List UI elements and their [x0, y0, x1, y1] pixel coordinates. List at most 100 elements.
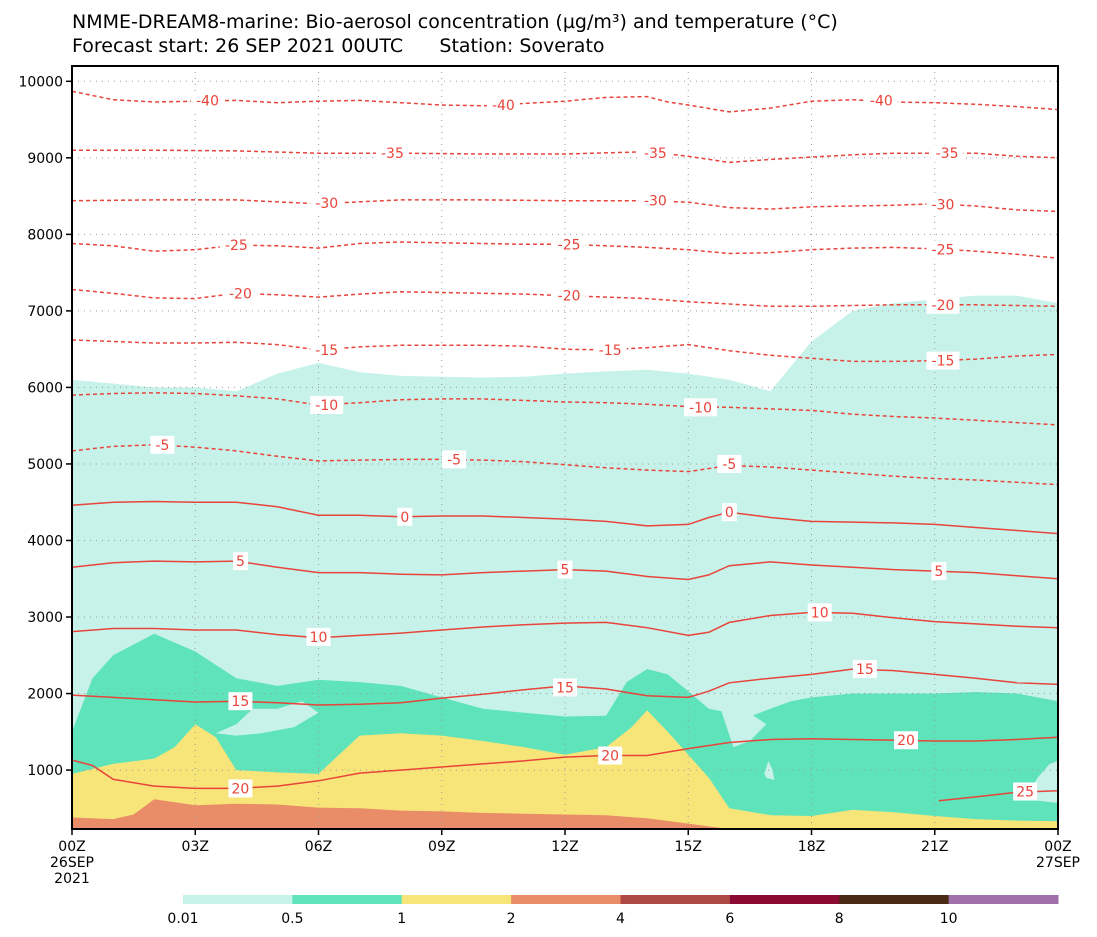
- contour-label-box: [150, 435, 175, 454]
- contour-label-box: [684, 398, 718, 417]
- contour-label: -20: [558, 289, 581, 305]
- chart-subtitle: Forecast start: 26 SEP 2021 00UTC Statio…: [72, 35, 605, 57]
- contour-label: -30: [644, 194, 667, 210]
- contour-label: -30: [932, 198, 955, 214]
- colorbar-label: 0.5: [281, 911, 303, 927]
- colorbar-label: 0.01: [167, 911, 198, 927]
- contour-label-box: [926, 195, 960, 214]
- contour-label: -15: [932, 354, 955, 370]
- x-tick-label: 15Z: [675, 839, 702, 855]
- colorbar-swatch: [839, 895, 950, 904]
- x-tick-label: 21Z: [921, 839, 948, 855]
- contour-label: -25: [225, 238, 248, 254]
- contour-label-box: [721, 503, 737, 522]
- y-tick-label: 10000: [18, 74, 63, 90]
- contour-label: 20: [232, 781, 250, 797]
- contour-label: 25: [1016, 785, 1034, 801]
- colorbar-swatch: [729, 895, 840, 904]
- contour-label-box: [397, 507, 413, 526]
- contour-label: -35: [936, 146, 959, 162]
- contour-label-box: [223, 284, 257, 303]
- contour-label-box: [1013, 782, 1038, 801]
- x-tick-label: 06Z: [305, 839, 332, 855]
- contour-label: -25: [932, 243, 955, 259]
- contour-label-box: [864, 91, 898, 110]
- contour-label: -40: [492, 98, 515, 114]
- contour-label: 20: [897, 733, 915, 749]
- colorbar-label: 8: [835, 911, 844, 927]
- chart-title: NMME-DREAM8-marine: Bio-aerosol concentr…: [72, 11, 838, 33]
- contour-label: -5: [722, 457, 736, 473]
- temperature-contour--30: [72, 199, 1058, 213]
- colorbar-label: 4: [616, 911, 625, 927]
- colorbar-label: 2: [507, 911, 516, 927]
- temperature-contour--5: [72, 444, 1058, 486]
- contour-label-box: [638, 144, 672, 163]
- y-tick-label: 5000: [27, 457, 63, 473]
- contour-label: 15: [232, 694, 250, 710]
- colorbar-label: 10: [940, 911, 958, 927]
- contour-label: -40: [870, 93, 893, 109]
- colorbar-swatch: [401, 895, 512, 904]
- colorbar-swatch: [620, 895, 731, 904]
- temperature-contour--15: [72, 339, 1058, 363]
- contour-label-box: [375, 144, 409, 163]
- contour-label-box: [593, 340, 627, 359]
- x-tick-label: 03Z: [182, 839, 209, 855]
- temperature-contour-20: [72, 736, 1058, 790]
- x-tick-date: 2021: [54, 871, 90, 887]
- contour-label-box: [852, 660, 877, 679]
- contour-label-box: [232, 552, 248, 571]
- x-tick-date: 26SEP: [50, 855, 94, 871]
- contour-label: -20: [932, 298, 955, 314]
- contour-label-box: [191, 91, 225, 110]
- y-tick-label: 6000: [27, 380, 63, 396]
- contour-label: -40: [196, 93, 219, 109]
- contour-label-box: [598, 746, 623, 765]
- contour-label: 20: [601, 749, 619, 765]
- contour-label: -10: [689, 400, 712, 416]
- contour-label-box: [552, 286, 586, 305]
- contour-label: -20: [229, 286, 252, 302]
- concentration-patch-0: [215, 701, 319, 736]
- contour-label: 15: [856, 662, 874, 678]
- y-tick-label: 3000: [27, 610, 63, 626]
- contour-label: -5: [155, 438, 169, 454]
- contour-label: 5: [236, 554, 245, 570]
- contour-label: -35: [644, 146, 667, 162]
- y-tick-label: 8000: [27, 227, 63, 243]
- contour-label-box: [442, 450, 467, 469]
- contour-label: 5: [934, 564, 943, 580]
- y-tick-label: 9000: [27, 151, 63, 167]
- colorbar-label: 6: [725, 911, 734, 927]
- y-tick-label: 1000: [27, 763, 63, 779]
- temperature-contour--40: [72, 90, 1058, 113]
- contour-label: 15: [556, 680, 574, 696]
- y-tick-label: 2000: [27, 687, 63, 703]
- contour-label: 10: [310, 630, 328, 646]
- x-tick-label: 09Z: [428, 839, 455, 855]
- contour-label-box: [486, 96, 520, 115]
- contour-label: -10: [315, 398, 338, 414]
- contour-label: -30: [315, 196, 338, 212]
- temperature-contour--10: [72, 392, 1058, 426]
- contour-label: -5: [447, 452, 461, 468]
- contour-label-box: [926, 240, 960, 259]
- contour-label-box: [552, 235, 586, 254]
- contour-label-box: [310, 193, 344, 212]
- contour-label-box: [228, 779, 253, 798]
- contour-label-box: [807, 603, 832, 622]
- contour-label-box: [306, 627, 331, 646]
- concentration-patch-3: [764, 760, 775, 780]
- contour-label-box: [926, 351, 960, 370]
- contour-label-box: [717, 454, 742, 473]
- contour-label-box: [926, 295, 960, 314]
- contour-label-box: [310, 340, 344, 359]
- contour-label-box: [638, 191, 672, 210]
- contour-label-box: [931, 562, 947, 581]
- colorbar-swatch: [183, 895, 293, 904]
- x-tick-label: 18Z: [798, 839, 825, 855]
- contour-label: -15: [599, 343, 622, 359]
- colorbar-swatch: [292, 895, 403, 904]
